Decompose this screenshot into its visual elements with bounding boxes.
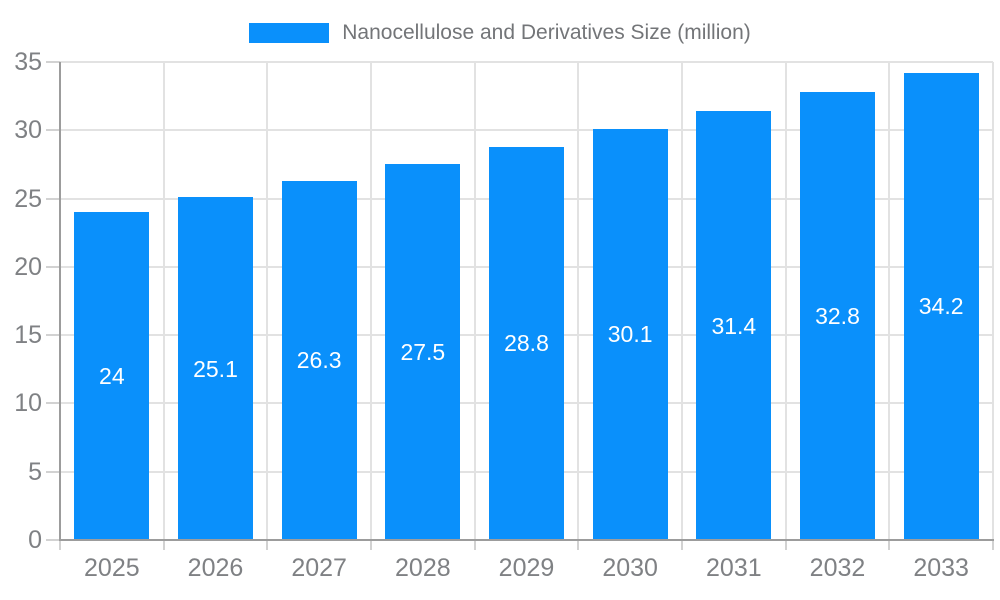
y-axis-label: 15 [14, 321, 42, 350]
x-axis-label-2033: 2033 [913, 554, 969, 582]
x-axis-tick [473, 540, 476, 550]
x-axis-label-2026: 2026 [187, 554, 244, 582]
x-axis-label-2031: 2031 [706, 554, 762, 582]
x-axis-label-2025: 2025 [84, 554, 140, 582]
x-gridline [681, 62, 683, 540]
x-gridline [577, 62, 580, 540]
x-axis-tick [266, 540, 269, 550]
x-axis-label-2030: 2030 [602, 554, 658, 582]
y-axis-tick [46, 197, 60, 200]
legend-swatch [249, 23, 330, 43]
y-axis-tick [46, 402, 60, 405]
y-axis-label: 0 [28, 526, 42, 554]
bar-2032[interactable] [800, 92, 875, 540]
y-axis-label: 35 [14, 48, 42, 76]
x-axis-label-2028: 2028 [395, 554, 451, 582]
y-axis-label: 5 [28, 457, 42, 486]
bar-2028[interactable] [385, 164, 461, 540]
y-axis-tick [46, 61, 60, 63]
x-axis-tick [681, 540, 683, 550]
bar-2033[interactable] [903, 72, 979, 540]
x-axis-line [59, 539, 994, 541]
bar-2029[interactable] [489, 146, 564, 540]
legend[interactable]: Nanocellulose and Derivatives Size (mill… [0, 21, 1000, 44]
y-axis-tick [46, 265, 60, 268]
x-gridline [370, 62, 372, 540]
y-axis-tick [46, 334, 60, 337]
bar-2026[interactable] [178, 197, 253, 540]
x-gridline [992, 62, 994, 540]
x-axis-tick [162, 540, 165, 550]
x-axis-label-2029: 2029 [498, 554, 555, 582]
x-axis-tick [370, 540, 372, 550]
y-axis-label: 20 [14, 252, 42, 281]
y-gridline [60, 129, 993, 132]
x-axis-tick [577, 540, 580, 550]
x-axis-tick [992, 540, 994, 550]
x-gridline [162, 62, 165, 540]
y-axis-line [59, 62, 61, 540]
y-axis-tick [46, 129, 60, 132]
x-axis-tick [888, 540, 891, 550]
y-gridline [60, 61, 993, 63]
legend-label: Nanocellulose and Derivatives Size (mill… [342, 21, 751, 44]
y-axis-tick [46, 470, 60, 473]
bar-2025[interactable] [74, 212, 150, 540]
x-axis-label-2027: 2027 [291, 554, 347, 582]
y-axis-label: 10 [14, 389, 42, 418]
y-axis-tick [46, 539, 60, 541]
bar-2027[interactable] [281, 180, 357, 540]
x-axis-label-2032: 2032 [809, 554, 866, 582]
bar-2030[interactable] [592, 128, 668, 540]
x-gridline [266, 62, 269, 540]
x-gridline [473, 62, 476, 540]
x-gridline [888, 62, 891, 540]
y-axis-label: 30 [14, 116, 42, 145]
x-gridline [784, 62, 787, 540]
bar-2031[interactable] [696, 111, 772, 540]
x-axis-tick [59, 540, 61, 550]
x-axis-tick [784, 540, 787, 550]
y-axis-label: 25 [14, 184, 42, 213]
